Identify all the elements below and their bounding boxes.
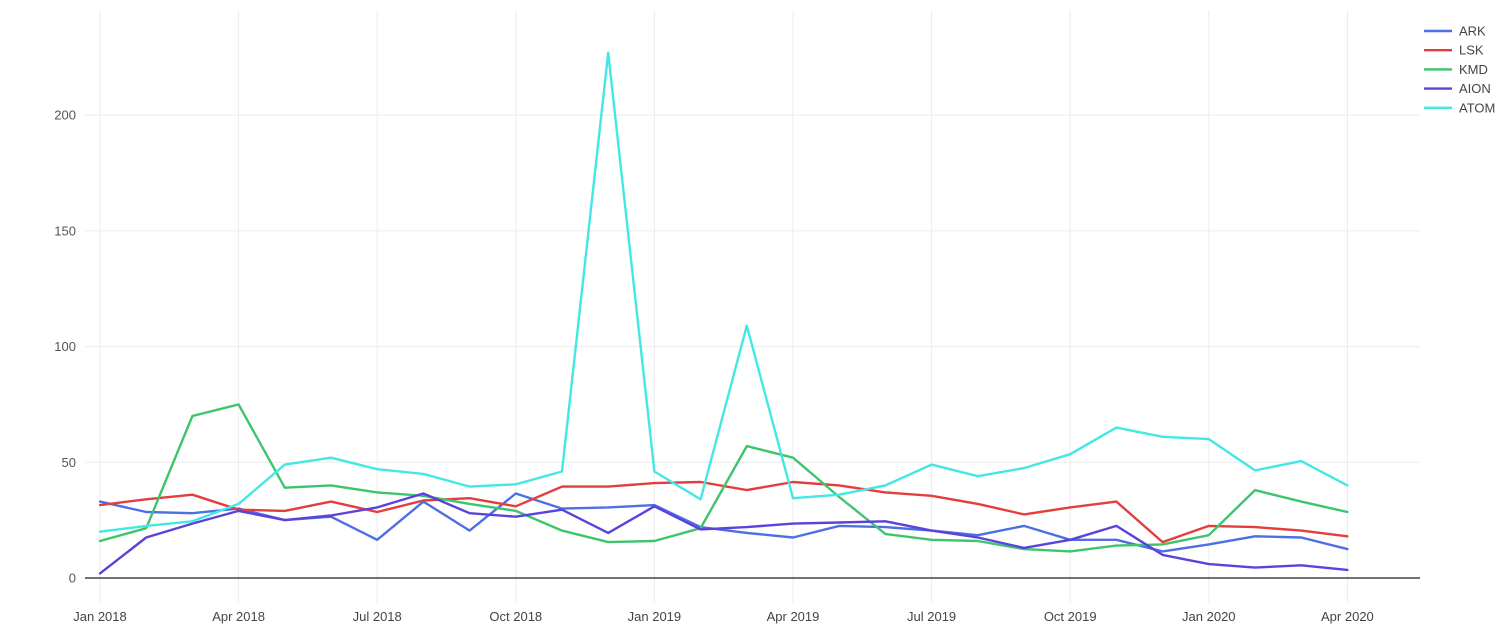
x-tick-label: Apr 2019 xyxy=(767,609,820,624)
legend-label: AION xyxy=(1459,81,1491,96)
x-tick-label: Jan 2020 xyxy=(1182,609,1236,624)
legend-item-atom[interactable]: ATOM xyxy=(1424,100,1495,115)
legend-label: LSK xyxy=(1459,43,1484,58)
series-line-aion xyxy=(98,492,1349,575)
y-tick-label-0: 0 xyxy=(69,571,76,586)
x-tick-label: Jul 2018 xyxy=(353,609,402,624)
legend: ARK LSK KMD AION ATOM xyxy=(1424,24,1495,115)
x-tick-label: Oct 2019 xyxy=(1044,609,1097,624)
legend-label: KMD xyxy=(1459,62,1488,77)
y-axis-labels: 0 50 100 150 200 xyxy=(54,108,76,586)
series-lines xyxy=(98,51,1349,575)
y-tick-label-100: 100 xyxy=(54,339,76,354)
x-tick-label: Jan 2018 xyxy=(73,609,127,624)
y-tick-label-150: 150 xyxy=(54,223,76,238)
legend-item-kmd[interactable]: KMD xyxy=(1424,62,1488,77)
legend-item-lsk[interactable]: LSK xyxy=(1424,43,1484,58)
x-axis-labels: Jan 2018 Apr 2018 Jul 2018 Oct 2018 Jan 2019… xyxy=(73,609,1374,624)
legend-label: ATOM xyxy=(1459,100,1495,115)
series-line-kmd xyxy=(98,403,1349,553)
legend-label: ARK xyxy=(1459,24,1486,39)
legend-item-ark[interactable]: ARK xyxy=(1424,24,1486,39)
series-line-atom xyxy=(98,51,1349,533)
x-tick-label: Apr 2018 xyxy=(212,609,265,624)
y-tick-label-50: 50 xyxy=(62,455,76,470)
x-tick-label: Jul 2019 xyxy=(907,609,956,624)
legend-item-aion[interactable]: AION xyxy=(1424,81,1491,96)
plot-area[interactable] xyxy=(85,10,1420,603)
y-tick-label-200: 200 xyxy=(54,108,76,123)
x-tick-label: Apr 2020 xyxy=(1321,609,1374,624)
x-tick-label: Jan 2019 xyxy=(628,609,682,624)
x-tick-label: Oct 2018 xyxy=(489,609,542,624)
